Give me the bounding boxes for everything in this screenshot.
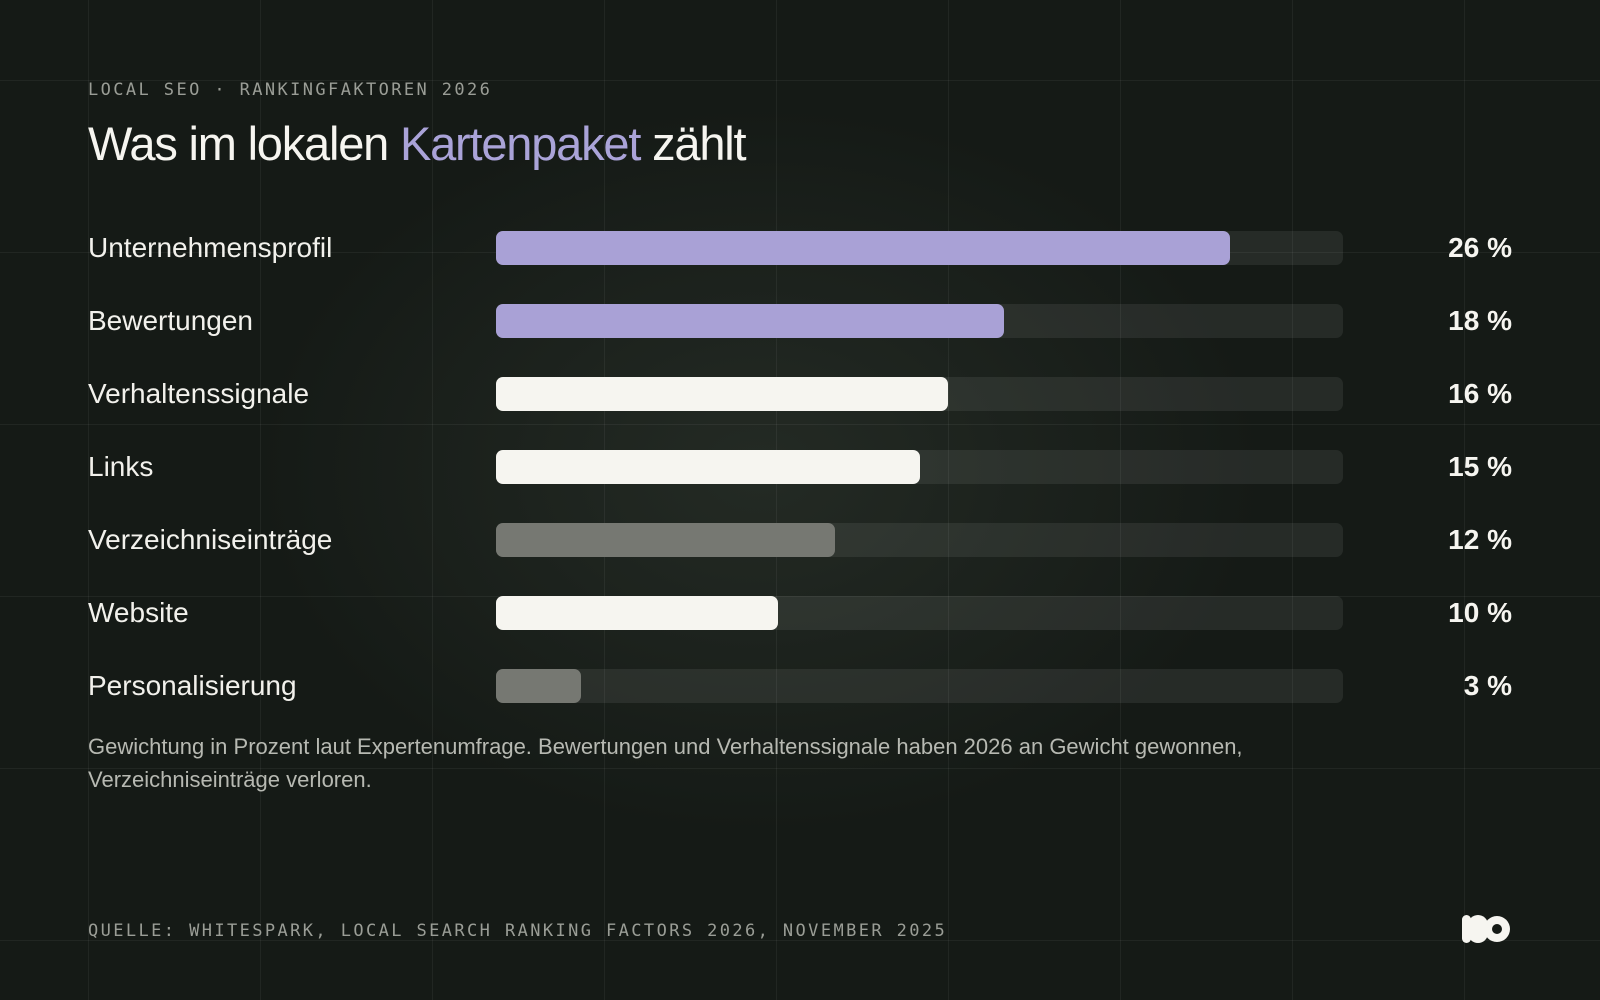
bar [496,596,779,630]
value-label: 10 % [1448,597,1512,628]
bar-track [496,523,1343,557]
bar-track [496,304,1343,338]
bar-track [496,231,1343,265]
title-text-start: Was im lokalen [88,117,400,170]
category-label: Links [88,451,154,482]
eyebrow-label: LOCAL SEO · RANKINGFAKTOREN 2026 [88,80,493,100]
value-label: 18 % [1448,305,1512,336]
category-label: Website [88,597,189,628]
bar-track [496,596,1343,630]
bar-track [496,450,1343,484]
bar-track [496,669,1343,703]
bar [496,523,835,557]
source-label: QUELLE: WHITESPARK, LOCAL SEARCH RANKING… [88,921,948,941]
value-label: 16 % [1448,378,1512,409]
category-label: Verhaltenssignale [88,378,310,409]
bar [496,231,1231,265]
bar [496,377,948,411]
bar-track [496,377,1343,411]
bar [496,669,581,703]
title-accent-text: Kartenpaket [399,117,641,170]
title-text-end: zählt [640,117,746,170]
value-label: 12 % [1448,524,1512,555]
brand-logo-icon [1462,915,1510,943]
bar [496,450,920,484]
chart-title: Was im lokalen Kartenpaket zählt [88,116,747,171]
value-label: 15 % [1448,451,1512,482]
value-label: 26 % [1448,232,1512,263]
category-label: Verzeichniseinträge [88,524,333,555]
chart-note: Gewichtung in Prozent laut Expertenumfra… [88,734,1243,792]
category-label: Unternehmensprofil [88,232,333,263]
value-label: 3 % [1463,670,1512,701]
category-label: Bewertungen [88,305,254,336]
category-label: Personalisierung [88,670,297,701]
bar [496,304,1005,338]
